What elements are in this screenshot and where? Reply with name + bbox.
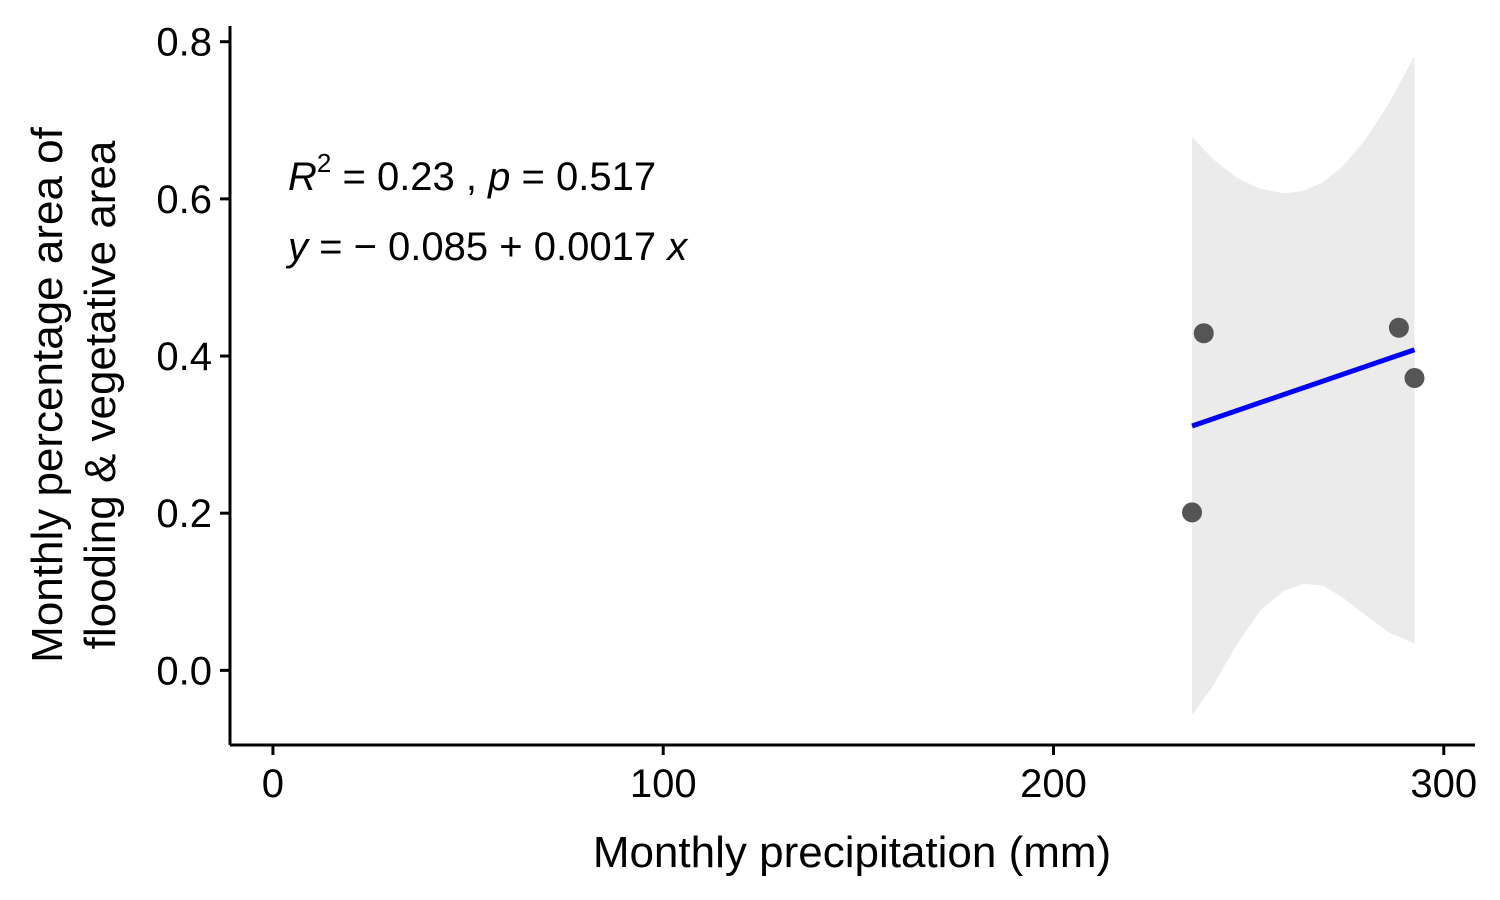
x-tick-label-200: 200 bbox=[1020, 762, 1087, 806]
x-tick-label-0: 0 bbox=[262, 762, 284, 806]
data-point-3 bbox=[1388, 317, 1409, 338]
annotation-r2: R2 = 0.23 , p = 0.517 bbox=[288, 148, 656, 199]
y-tick-label-0.8: 0.8 bbox=[156, 21, 212, 65]
x-tick-label-300: 300 bbox=[1410, 762, 1477, 806]
regression-line bbox=[1191, 347, 1416, 429]
data-point-1 bbox=[1182, 502, 1203, 523]
y-axis-title-line-1: Monthly percentage area of bbox=[23, 126, 72, 662]
y-tick-label-0.6: 0.6 bbox=[156, 178, 212, 222]
y-axis-title-line-2: flooding & vegetative area bbox=[76, 140, 125, 649]
equation-x: x bbox=[665, 225, 689, 269]
fit-line-layer bbox=[1191, 347, 1416, 429]
r2-superscript: 2 bbox=[317, 148, 331, 178]
y-tick-label-0.2: 0.2 bbox=[156, 492, 212, 536]
x-axis-title: Monthly precipitation (mm) bbox=[593, 828, 1111, 877]
annotation-equation: y = − 0.085 + 0.0017 x bbox=[285, 225, 689, 269]
r2-value: = 0.23 , bbox=[331, 155, 488, 199]
equation-body: = − 0.085 + 0.0017 bbox=[308, 225, 667, 269]
y-tick-label-0.0: 0.0 bbox=[156, 649, 212, 693]
points-layer bbox=[1182, 317, 1425, 523]
p-label: p bbox=[487, 155, 510, 199]
equation-y: y bbox=[285, 225, 311, 269]
p-value: = 0.517 bbox=[510, 155, 656, 199]
data-point-2 bbox=[1193, 323, 1214, 344]
r2-label: R bbox=[288, 155, 317, 199]
data-point-4 bbox=[1404, 368, 1425, 389]
x-tick-label-100: 100 bbox=[630, 762, 697, 806]
y-tick-label-0.4: 0.4 bbox=[156, 335, 212, 379]
axes-layer: 0 100 200 300 0.0 0.2 0.4 0.6 0.8 bbox=[156, 21, 1477, 806]
